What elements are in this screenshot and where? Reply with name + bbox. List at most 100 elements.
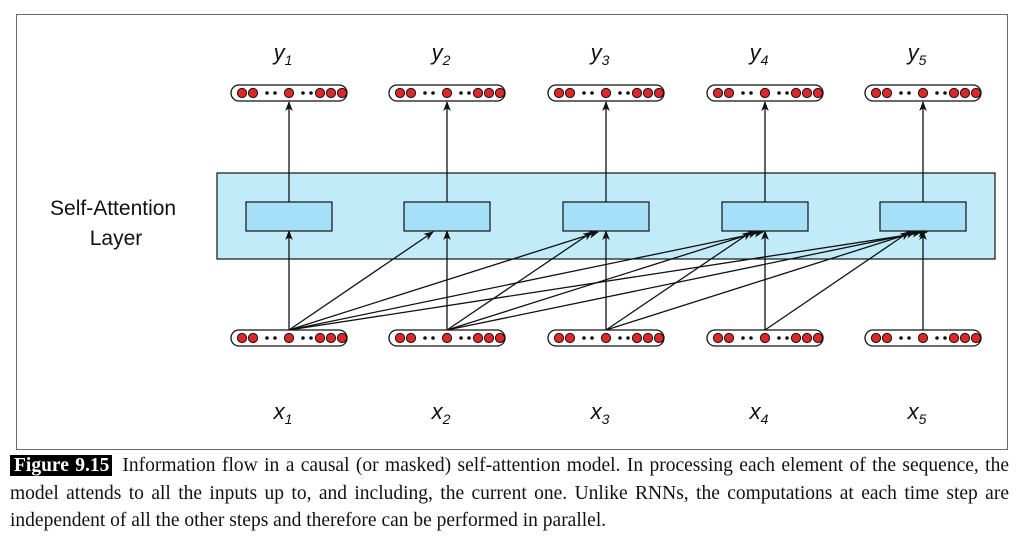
- output-vector-y2-dot-6: [494, 87, 506, 99]
- output-vector-y1-dot-5: [325, 87, 337, 99]
- output-vector-y1-dot-6: [336, 87, 348, 99]
- input-vector-x5: [864, 329, 982, 347]
- input-vector-x3-dot-5: [642, 332, 654, 344]
- figure-label: Figure 9.15: [10, 455, 113, 476]
- input-vector-x4-dot-2: [723, 332, 735, 344]
- output-vector-y3-dot-1: [553, 87, 565, 99]
- input-vector-x5-dot-1: [870, 332, 882, 344]
- output-vector-y3-dot-4: [631, 87, 643, 99]
- input-vector-x1-dot-5: [325, 332, 337, 344]
- arrow-x2-to-block-3: [446, 231, 593, 331]
- input-label-x2-base: x: [431, 399, 444, 424]
- output-vector-y4: [706, 84, 824, 102]
- input-vector-x1-dot-4: [314, 332, 326, 344]
- attention-block-1: [245, 201, 333, 232]
- input-vector-x3-dot-4: [631, 332, 643, 344]
- output-vector-y1-ellipsis-dot-2: [273, 91, 277, 95]
- input-vector-x1-ellipsis-dot-3: [301, 336, 305, 340]
- output-vector-y5-ellipsis-dot-2: [907, 91, 911, 95]
- output-vector-y5-ellipsis-dot-1: [899, 91, 903, 95]
- input-label-x3: x3: [590, 399, 610, 427]
- output-vector-y3-dot-2: [564, 87, 576, 99]
- input-vector-x5-dot-6: [970, 332, 982, 344]
- input-label-x4-base: x: [749, 399, 762, 424]
- input-label-x5-base: x: [907, 399, 920, 424]
- layer-label-line-1: Self-Attention: [50, 197, 176, 220]
- output-vector-y4-dot-6: [812, 87, 824, 99]
- output-vector-y4-dot-4: [790, 87, 802, 99]
- input-vector-x4-dot-1: [712, 332, 724, 344]
- output-vector-y1-dot-4: [314, 87, 326, 99]
- input-vector-x5-ellipsis-dot-1: [899, 336, 903, 340]
- input-vector-x2-dot-4: [472, 332, 484, 344]
- input-vector-x2-dot-1: [394, 332, 406, 344]
- input-vector-x3: [547, 329, 665, 347]
- input-vector-x1-dot-6: [336, 332, 348, 344]
- input-label-x1: x1: [273, 399, 293, 427]
- output-vector-y5-dot-1: [870, 87, 882, 99]
- input-label-x1-base: x: [273, 399, 286, 424]
- layer-label: Self-Attention Layer: [50, 197, 182, 250]
- output-vector-y4-ellipsis-dot-1: [741, 91, 745, 95]
- input-vector-x5-ellipsis-dot-3: [935, 336, 939, 340]
- input-vector-x3-ellipsis-dot-3: [618, 336, 622, 340]
- output-vector-y1-ellipsis-dot-4: [309, 91, 313, 95]
- input-vector-x4: [706, 329, 824, 347]
- output-vector-y1-dot-1: [236, 87, 248, 99]
- input-vector-x1-dot-3: [283, 332, 295, 344]
- input-vector-x3-dot-3: [600, 332, 612, 344]
- input-vector-x2: [388, 329, 506, 347]
- arrow-x4-to-block-5: [764, 231, 910, 331]
- input-vector-x2-ellipsis-dot-3: [459, 336, 463, 340]
- layer-label-line-2: Layer: [90, 227, 143, 250]
- input-vector-x3-ellipsis-dot-1: [582, 336, 586, 340]
- output-label-y1-subscript: 1: [285, 52, 293, 68]
- output-vector-y1-ellipsis-dot-1: [265, 91, 269, 95]
- arrow-x1-to-block-2: [288, 231, 434, 331]
- input-vector-x3-ellipsis-dot-4: [626, 336, 630, 340]
- input-vector-x1-dot-2: [247, 332, 259, 344]
- output-label-y5-subscript: 5: [919, 52, 927, 68]
- input-vector-x2-dot-6: [494, 332, 506, 344]
- input-label-x3-subscript: 3: [602, 411, 610, 427]
- input-vector-x4-ellipsis-dot-3: [777, 336, 781, 340]
- arrow-x1-to-block-5: [288, 229, 928, 331]
- arrow-x1-to-block-4: [288, 230, 764, 331]
- input-vector-x2-dot-2: [405, 332, 417, 344]
- output-label-y4-base: y: [748, 40, 763, 65]
- input-vector-x5-dot-3: [917, 332, 929, 344]
- output-vector-y3-dot-5: [642, 87, 654, 99]
- output-vector-y3-ellipsis-dot-1: [582, 91, 586, 95]
- input-label-x2: x2: [431, 399, 451, 427]
- output-vector-y3-ellipsis-dot-3: [618, 91, 622, 95]
- output-vector-y4-ellipsis-dot-2: [749, 91, 753, 95]
- input-label-x3-base: x: [590, 399, 603, 424]
- output-label-y2: y2: [430, 40, 451, 68]
- output-vector-y2-ellipsis-dot-2: [431, 91, 435, 95]
- output-vector-y2-ellipsis-dot-3: [459, 91, 463, 95]
- output-vector-y3-dot-3: [600, 87, 612, 99]
- output-label-y3-base: y: [589, 40, 604, 65]
- input-vector-x1-ellipsis-dot-1: [265, 336, 269, 340]
- output-vector-y2: [388, 84, 506, 102]
- attention-blocks: [245, 201, 967, 232]
- output-vector-y4-dot-1: [712, 87, 724, 99]
- attention-block-4: [721, 201, 809, 232]
- output-vector-y2-dot-3: [441, 87, 453, 99]
- diagram-frame: [16, 14, 1008, 450]
- attention-block-3: [562, 201, 650, 232]
- output-vector-y1-ellipsis-dot-3: [301, 91, 305, 95]
- output-vector-y4-dot-5: [801, 87, 813, 99]
- input-vector-x2-dot-5: [483, 332, 495, 344]
- input-label-x1-subscript: 1: [285, 411, 293, 427]
- output-vector-y3-ellipsis-dot-2: [590, 91, 594, 95]
- output-vector-y3-dot-6: [653, 87, 665, 99]
- output-vector-y2-dot-2: [405, 87, 417, 99]
- input-vector-x4-ellipsis-dot-2: [749, 336, 753, 340]
- input-vector-x5-dot-5: [959, 332, 971, 344]
- output-label-y1: y1: [272, 40, 293, 68]
- input-label-x5-subscript: 5: [919, 411, 927, 427]
- attention-block-5: [879, 201, 967, 232]
- input-label-x5: x5: [907, 399, 927, 427]
- output-vector-y5-ellipsis-dot-4: [943, 91, 947, 95]
